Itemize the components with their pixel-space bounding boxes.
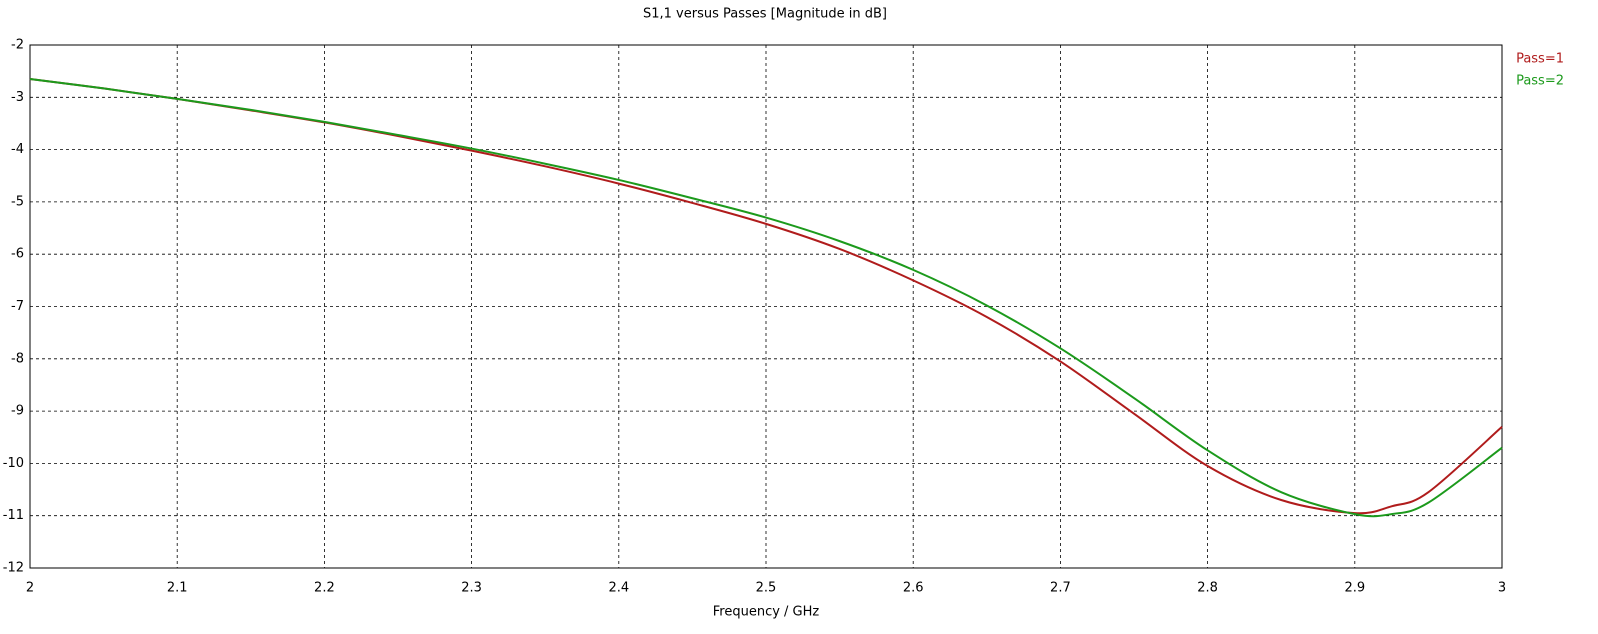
y-tick-label: -5 [11, 194, 24, 209]
y-tick-label: -9 [11, 404, 24, 419]
x-axis-label: Frequency / GHz [713, 605, 820, 620]
y-tick-label: -11 [3, 508, 24, 523]
x-tick-label: 2.8 [1197, 581, 1218, 596]
y-tick-label: -4 [11, 142, 24, 157]
y-tick-label: -3 [11, 90, 24, 105]
x-tick-label: 2.1 [167, 581, 188, 596]
y-tick-label: -10 [3, 456, 24, 471]
x-tick-label: 2 [26, 581, 34, 596]
series-line [29, 78, 1503, 518]
chart-title: S1,1 versus Passes [Magnitude in dB] [643, 7, 887, 22]
y-tick-label: -2 [11, 38, 24, 53]
x-tick-label: 2.3 [461, 581, 482, 596]
x-tick-label: 2.7 [1050, 581, 1071, 596]
x-tick-label: 3 [1498, 581, 1506, 596]
x-tick-label: 2.9 [1344, 581, 1365, 596]
x-tick-label: 2.4 [608, 581, 629, 596]
legend-entry: Pass=1 [1516, 52, 1564, 67]
x-tick-label: 2.2 [314, 581, 335, 596]
y-tick-label: -6 [11, 247, 24, 262]
x-tick-label: 2.5 [756, 581, 777, 596]
y-tick-label: -7 [11, 299, 24, 314]
x-tick-label: 2.6 [903, 581, 924, 596]
y-tick-label: -8 [11, 351, 24, 366]
y-tick-label: -12 [3, 561, 24, 576]
legend-entry: Pass=2 [1516, 74, 1564, 89]
